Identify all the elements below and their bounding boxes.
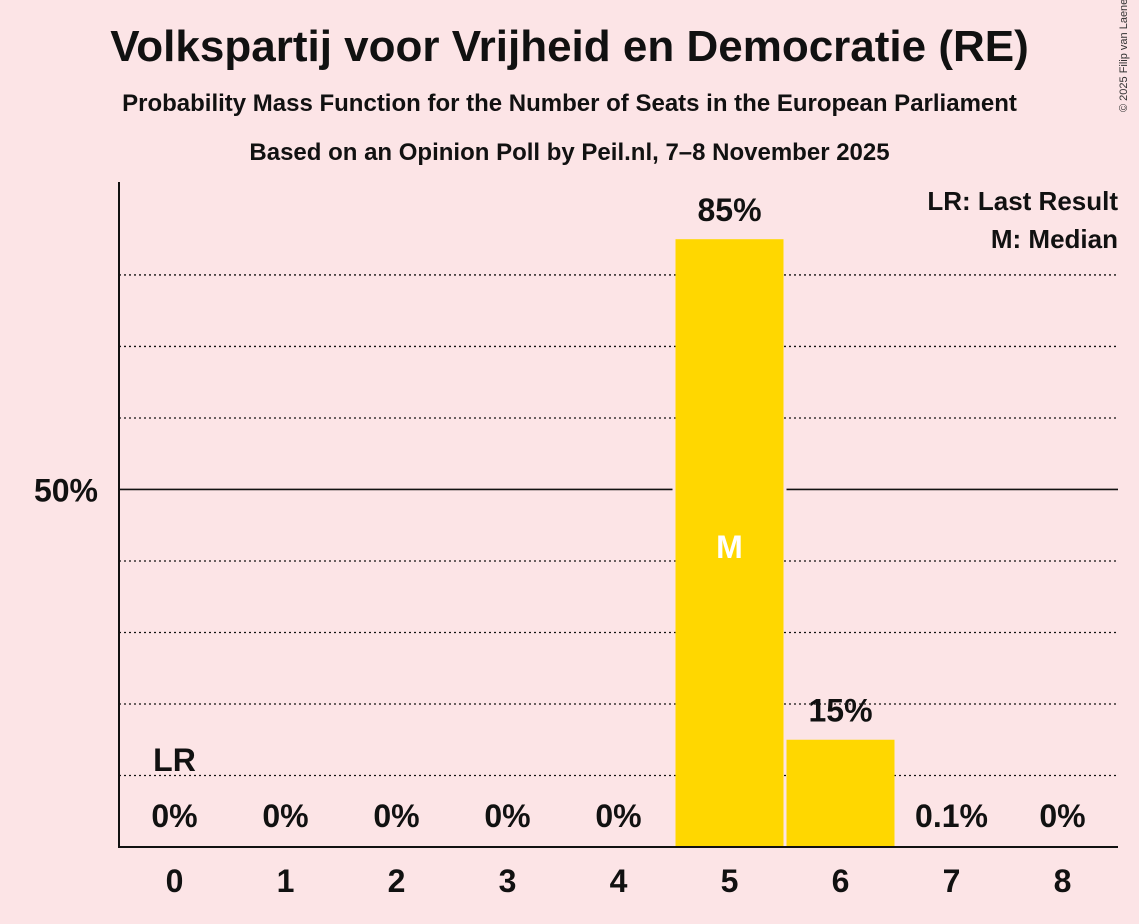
data-label: 0% [1039,798,1085,834]
x-tick-label: 6 [832,863,850,899]
median-marker: M [716,529,743,565]
x-tick-label: 3 [499,863,517,899]
chart-source: Based on an Opinion Poll by Peil.nl, 7–8… [249,139,890,166]
last-result-marker: LR [153,742,196,778]
chart-title: Volkspartij voor Vrijheid en Democratie … [110,22,1029,71]
bar-seats-6 [786,739,895,847]
x-tick-label: 2 [388,863,406,899]
chart-subtitle: Probability Mass Function for the Number… [122,90,1017,117]
data-label: 0% [595,798,641,834]
legend-entry: M: Median [991,224,1118,254]
data-label: 85% [697,192,761,228]
data-label: 0% [262,798,308,834]
x-tick-label: 0 [166,863,184,899]
data-label: 0% [151,798,197,834]
y-tick-label: 50% [34,472,98,508]
x-tick-label: 8 [1054,863,1072,899]
data-label: 0% [373,798,419,834]
x-tick-label: 4 [610,863,628,899]
data-label: 15% [808,693,872,729]
x-tick-label: 5 [721,863,739,899]
data-label: 0% [484,798,530,834]
x-tick-label: 1 [277,863,295,899]
legend-entry: LR: Last Result [927,186,1118,216]
data-label: 0.1% [915,798,988,834]
bar-seats-5 [675,239,784,848]
x-tick-label: 7 [943,863,961,899]
